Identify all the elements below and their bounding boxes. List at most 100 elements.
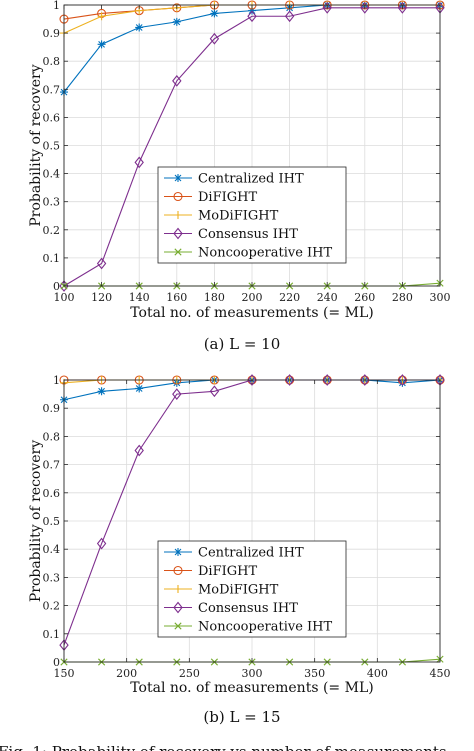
data-point	[210, 9, 219, 18]
figure-caption: Fig. 1: Probability of recovery vs numbe…	[0, 743, 447, 751]
data-point	[397, 374, 408, 386]
data-point	[172, 388, 182, 400]
x-tick-label: 280	[392, 291, 413, 304]
legend-marker	[173, 227, 183, 240]
x-tick-label: 300	[242, 667, 263, 680]
legend-label: Noncooperative IHT	[198, 620, 333, 635]
data-point	[360, 374, 370, 386]
data-point	[135, 384, 144, 393]
y-tick-label: 0.9	[43, 27, 61, 40]
data-point	[322, 374, 332, 386]
y-tick-label: 0.2	[43, 224, 61, 237]
legend-label: MoDiFIGHT	[198, 209, 279, 224]
data-point	[97, 12, 106, 21]
y-tick-label: 0.5	[43, 515, 61, 528]
legend-item-difight: DiFIGHT	[164, 190, 257, 205]
legend-marker	[174, 211, 182, 219]
data-point	[209, 32, 220, 45]
legend: Centralized IHT DiFIGHT MoDiFIGHT Consensus…	[157, 166, 347, 264]
x-tick-label: 300	[430, 291, 451, 304]
data-point	[322, 1, 332, 14]
data-point	[360, 1, 370, 14]
y-tick-label: 0.7	[43, 83, 61, 96]
x-tick-label: 260	[354, 291, 375, 304]
y-tick-label: 0.9	[43, 402, 61, 415]
x-tick-label: 450	[430, 667, 451, 680]
panel-b: 150 200 250 300 350 400 450 0 0.1 0.2 0.3 0.4 0.5 0.6…	[28, 374, 451, 726]
y-tick-label: 0.6	[43, 487, 61, 500]
legend-marker	[173, 191, 183, 202]
legend: Centralized IHT DiFIGHT MoDiFIGHT Consensus…	[157, 540, 347, 638]
data-point	[134, 156, 144, 169]
data-point	[209, 385, 220, 398]
x-tick-label: 240	[317, 291, 338, 304]
series-line	[63, 7, 440, 287]
data-point	[284, 10, 295, 23]
x-tick-label: 100	[54, 291, 75, 304]
legend-label: Noncooperative IHT	[198, 246, 333, 261]
data-point	[135, 23, 144, 32]
x-tick-label: 160	[166, 291, 187, 304]
y-tick-label: 1	[53, 374, 60, 387]
legend-item-centralized-iht: Centralized IHT	[164, 546, 304, 561]
panel-a: 100 120 140 160 180 200 220 240 260 280 300 0 0.1 0.2…	[28, 0, 451, 353]
y-tick-label: 0.1	[43, 628, 61, 641]
data-point	[97, 40, 106, 49]
legend-item-noncooperative-iht: Noncooperative IHT	[164, 246, 333, 261]
x-tick-label: 120	[91, 291, 112, 304]
legend-marker	[173, 565, 183, 576]
y-tick-label: 0.4	[43, 543, 61, 556]
legend-marker	[173, 601, 183, 614]
x-tick-label: 150	[54, 667, 75, 680]
legend-label: DiFIGHT	[198, 190, 257, 205]
x-axis-label: Total no. of measurements (= ML)	[130, 305, 373, 321]
y-tick-label: 0	[53, 656, 60, 669]
legend-item-noncooperative-iht: Noncooperative IHT	[164, 620, 333, 635]
legend-label: Centralized IHT	[198, 172, 304, 187]
legend-label: Centralized IHT	[198, 546, 304, 561]
y-axis-label: Probability of recovery	[28, 64, 44, 226]
y-tick-label: 0.8	[43, 55, 61, 68]
y-tick-label: 0.3	[43, 571, 61, 584]
legend-marker	[174, 548, 182, 556]
legend-label: DiFIGHT	[198, 564, 257, 579]
y-tick-label: 0.2	[43, 600, 61, 613]
legend-item-centralized-iht: Centralized IHT	[164, 172, 304, 187]
y-tick-label: 0.8	[43, 430, 61, 443]
data-point	[96, 257, 107, 270]
y-tick-label: 0.3	[43, 196, 61, 209]
y-tick-label: 0.1	[43, 252, 61, 265]
legend-label: Consensus IHT	[198, 601, 298, 616]
y-tick-label: 0.4	[43, 168, 61, 181]
data-point	[59, 280, 69, 292]
legend-label: MoDiFIGHT	[198, 583, 279, 598]
legend-label: Consensus IHT	[198, 227, 298, 242]
legend-item-consensus-iht: Consensus IHT	[164, 601, 298, 616]
legend-marker	[174, 174, 182, 182]
y-tick-label: 0	[53, 280, 60, 293]
x-axis-label: Total no. of measurements (= ML)	[130, 680, 373, 696]
panel-caption: (a) L = 10	[204, 335, 281, 353]
data-point	[96, 537, 107, 550]
legend-item-consensus-iht: Consensus IHT	[164, 227, 298, 242]
y-tick-label: 0.7	[43, 459, 61, 472]
x-tick-label: 200	[116, 667, 137, 680]
legend-item-modifight: MoDiFIGHT	[164, 209, 279, 224]
legend-marker	[174, 585, 182, 593]
data-point	[247, 374, 257, 386]
y-tick-label: 1	[53, 0, 60, 12]
legend-item-modifight: MoDiFIGHT	[164, 583, 279, 598]
data-point	[134, 444, 144, 457]
x-tick-label: 220	[279, 291, 300, 304]
series-consensus-iht	[59, 1, 445, 292]
legend-marker	[174, 622, 182, 630]
data-point	[172, 17, 181, 26]
x-tick-label: 140	[129, 291, 150, 304]
legend-item-difight: DiFIGHT	[164, 564, 257, 579]
panel-caption: (b) L = 15	[203, 708, 280, 726]
x-tick-label: 350	[304, 667, 325, 680]
x-tick-label: 200	[242, 291, 263, 304]
data-point	[97, 387, 106, 396]
x-tick-label: 250	[179, 667, 200, 680]
